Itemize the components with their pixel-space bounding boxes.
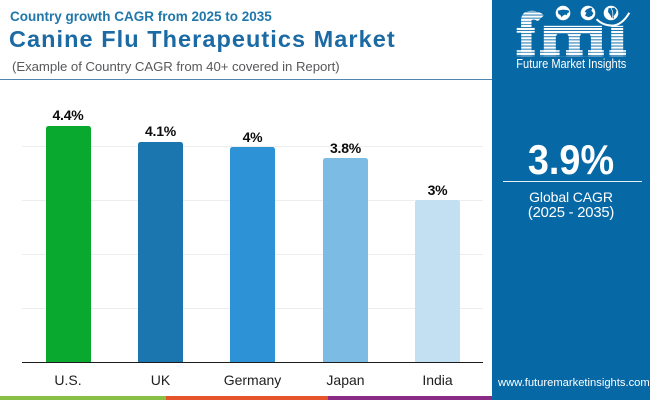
svg-text:Future Market Insights: Future Market Insights <box>516 56 626 71</box>
